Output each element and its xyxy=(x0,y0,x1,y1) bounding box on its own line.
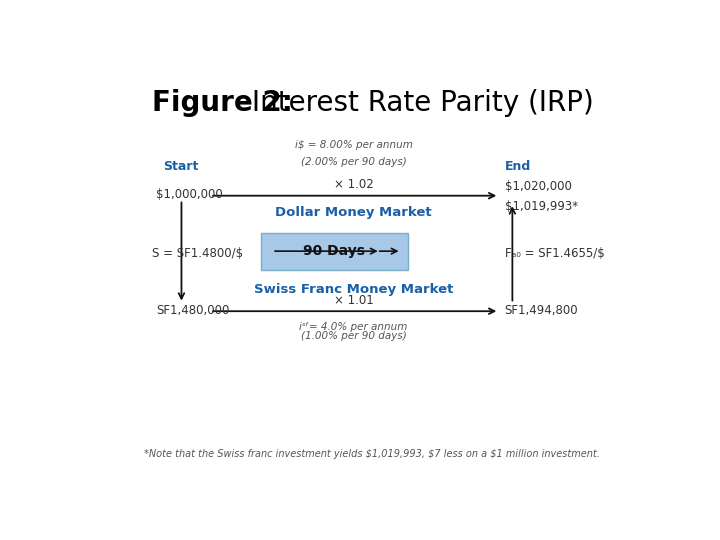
Text: SF1,494,800: SF1,494,800 xyxy=(505,304,578,317)
Text: 90 Days: 90 Days xyxy=(303,244,365,258)
Text: × 1.02: × 1.02 xyxy=(333,178,374,191)
Text: i$ = 8.00% per annum: i$ = 8.00% per annum xyxy=(294,139,413,150)
Text: $1,000,000: $1,000,000 xyxy=(156,188,222,201)
Text: (2.00% per 90 days): (2.00% per 90 days) xyxy=(301,157,406,167)
Text: iˢᶠ= 4.0% per annum: iˢᶠ= 4.0% per annum xyxy=(300,322,408,332)
Text: Dollar Money Market: Dollar Money Market xyxy=(275,206,432,219)
FancyBboxPatch shape xyxy=(261,233,408,269)
Text: $1,020,000: $1,020,000 xyxy=(505,180,572,193)
Text: Figure 2:: Figure 2: xyxy=(152,90,293,117)
Text: *Note that the Swiss franc investment yields $1,019,993, $7 less on a $1 million: *Note that the Swiss franc investment yi… xyxy=(144,449,600,459)
Text: Swiss Franc Money Market: Swiss Franc Money Market xyxy=(254,283,453,296)
Text: (1.00% per 90 days): (1.00% per 90 days) xyxy=(301,331,406,341)
Text: S = SF1.4800/$: S = SF1.4800/$ xyxy=(152,247,243,260)
Text: $1,019,993*: $1,019,993* xyxy=(505,200,577,213)
Text: Fₐ₀ = SF1.4655/$: Fₐ₀ = SF1.4655/$ xyxy=(505,247,604,260)
Text: SF1,480,000: SF1,480,000 xyxy=(156,304,229,317)
Text: Start: Start xyxy=(163,160,199,173)
Text: Interest Rate Parity (IRP): Interest Rate Parity (IRP) xyxy=(243,90,593,117)
Text: End: End xyxy=(505,160,531,173)
Text: × 1.01: × 1.01 xyxy=(333,294,374,307)
